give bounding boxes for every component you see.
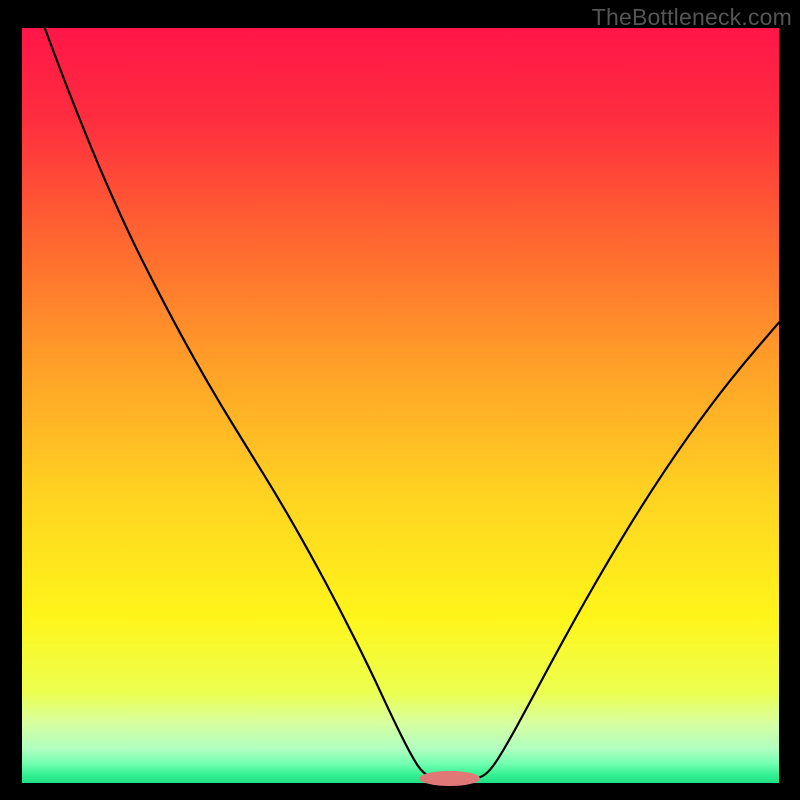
plot-background bbox=[22, 28, 779, 783]
bottleneck-chart bbox=[0, 0, 800, 800]
watermark-text: TheBottleneck.com bbox=[592, 4, 792, 31]
optimum-marker bbox=[419, 771, 480, 786]
chart-container: TheBottleneck.com bbox=[0, 0, 800, 800]
